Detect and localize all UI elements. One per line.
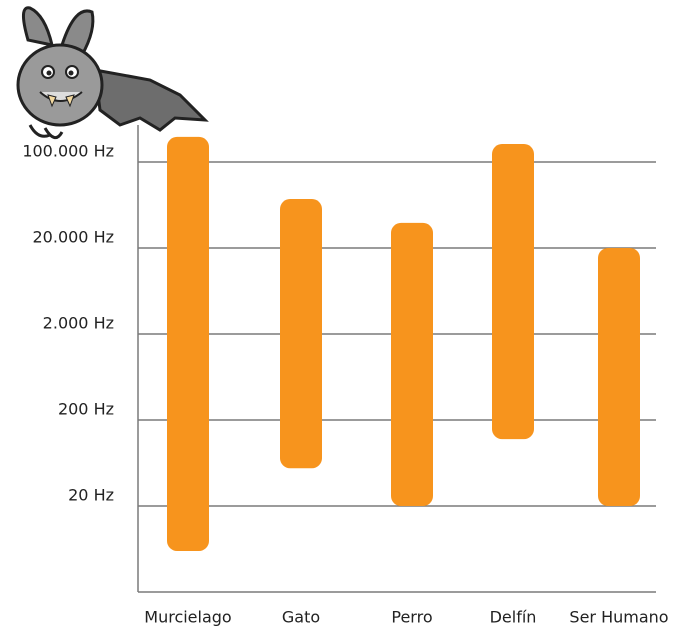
range-bar (167, 136, 209, 551)
x-tick-label: Delfín (490, 608, 537, 627)
y-tick-label: 100.000 Hz (22, 142, 114, 161)
x-tick-label: Murcielago (144, 608, 231, 627)
x-tick-label: Perro (391, 608, 432, 627)
range-bar (280, 199, 322, 469)
y-tick-label: 2.000 Hz (43, 314, 114, 333)
range-bar (492, 144, 534, 440)
x-tick-label: Gato (282, 608, 320, 627)
y-tick-label: 20.000 Hz (33, 228, 115, 247)
range-bar (598, 248, 640, 506)
x-tick-label: Ser Humano (569, 608, 668, 627)
range-bar (391, 222, 433, 507)
bat-illustration (16, 6, 209, 140)
y-tick-label: 20 Hz (68, 486, 114, 505)
y-tick-label: 200 Hz (58, 400, 114, 419)
